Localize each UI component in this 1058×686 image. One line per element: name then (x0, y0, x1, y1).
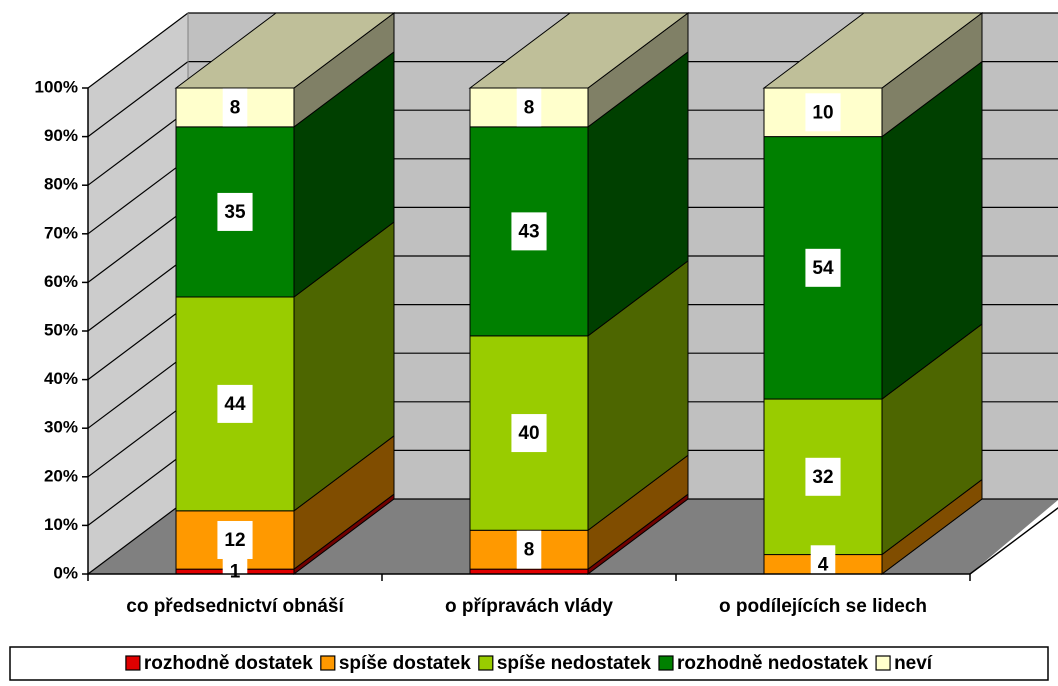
y-tick-label: 60% (44, 272, 78, 291)
legend-swatch (875, 655, 891, 671)
data-label: 8 (230, 97, 241, 118)
grid-line (87, 158, 189, 235)
data-label: 44 (224, 394, 246, 415)
data-label-box (516, 88, 542, 127)
x-tick-label: o podílejících se lidech (719, 596, 927, 617)
x-tick-label: o přípravách vlády (445, 596, 613, 617)
data-label: 8 (524, 540, 535, 561)
grid-line (87, 352, 189, 429)
data-label-box (805, 248, 841, 287)
data-label-box (511, 414, 547, 453)
grid-line (87, 12, 189, 89)
data-label: 10 (812, 102, 833, 123)
legend-label: spíše nedostatek (497, 653, 652, 674)
data-label-box (516, 530, 542, 569)
data-label: 12 (224, 530, 245, 551)
data-label-box (805, 457, 841, 496)
legend-swatch (320, 655, 336, 671)
bar-top (468, 12, 690, 89)
y-tick-label: 20% (44, 466, 78, 485)
data-label: 54 (812, 258, 834, 279)
y-tick-label: 100% (35, 77, 78, 96)
legend-label: spíše dostatek (339, 653, 471, 674)
legend-swatch (478, 655, 494, 671)
legend-label: rozhodně dostatek (144, 653, 313, 674)
data-label-box (511, 212, 547, 251)
data-label-box (217, 384, 253, 423)
grid-line (87, 449, 189, 526)
y-tick-label: 40% (44, 369, 78, 388)
grid-line (87, 255, 189, 332)
data-label-box (805, 93, 841, 132)
y-tick-label: 70% (44, 223, 78, 242)
data-label-box (217, 520, 253, 559)
grid-line (87, 206, 189, 283)
y-tick-label: 10% (44, 515, 78, 534)
legend-swatch (125, 655, 141, 671)
y-tick-label: 50% (44, 320, 78, 339)
y-tick-label: 0% (53, 563, 78, 582)
grid-line (87, 498, 189, 575)
legend-box (9, 646, 1049, 681)
legend-label: rozhodně nedostatek (677, 653, 869, 674)
data-label: 32 (812, 467, 833, 488)
data-label-box (222, 88, 248, 127)
y-tick-label: 90% (44, 126, 78, 145)
grid-line (87, 61, 189, 138)
data-label: 43 (518, 221, 539, 242)
grid-line (87, 304, 189, 381)
grid-line (87, 109, 189, 186)
data-label: 1 (230, 562, 241, 583)
x-tick-label: co předsednictví obnáší (126, 596, 344, 617)
data-label: 4 (818, 554, 829, 575)
data-label-box (217, 192, 253, 231)
data-label: 35 (224, 202, 246, 223)
bar-top (174, 12, 396, 89)
legend-swatch (658, 655, 674, 671)
x-axis-depth (969, 507, 1058, 575)
legend-label: neví (894, 653, 933, 674)
grid-line (87, 401, 189, 478)
data-label-box (810, 545, 836, 584)
legend: rozhodně dostatek spíše dostatek spíše ned… (125, 653, 933, 674)
data-label: 40 (518, 423, 539, 444)
bar-top (762, 12, 984, 89)
y-tick-label: 80% (44, 175, 78, 194)
y-tick-label: 30% (44, 418, 78, 437)
data-label: 8 (524, 97, 535, 118)
